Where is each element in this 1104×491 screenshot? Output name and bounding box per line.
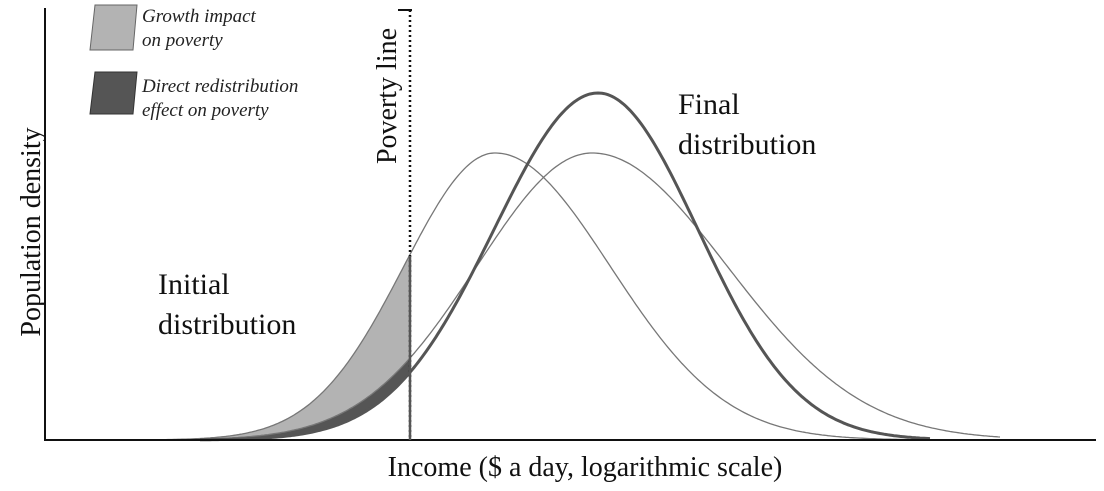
poverty-line-label: Poverty line [372,28,403,164]
legend-text: Growth impact [142,6,257,27]
curves [110,91,1001,442]
annotation: distribution [158,308,296,341]
annotation: Initial [158,268,230,301]
legend-swatch [89,71,138,115]
growth-area [120,254,410,440]
legend-text: on poverty [142,30,223,51]
legend-text: Direct redistribution [141,76,298,97]
annotation: distribution [678,128,816,161]
y-axis-label: Population density [16,127,47,336]
legend-text: effect on poverty [142,100,269,121]
shifted-curve [200,152,1001,440]
annotation: Final [678,88,740,121]
legend-swatch [89,4,138,51]
final-curve [200,91,931,442]
x-axis-label: Income ($ a day, logarithmic scale) [388,452,783,483]
redistribution-area [200,358,410,440]
initial-curve [110,152,920,441]
